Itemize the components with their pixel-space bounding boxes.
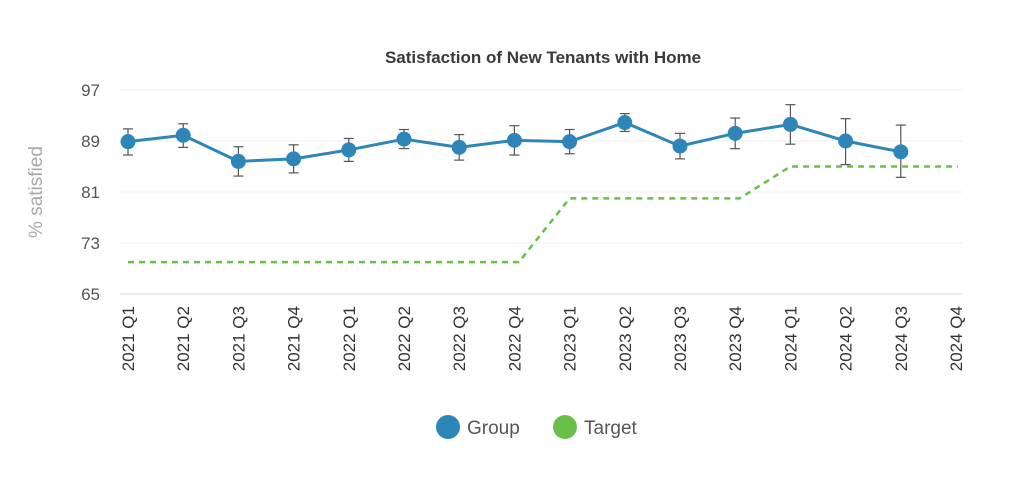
y-tick-label: 65 (81, 285, 100, 304)
x-tick-label: 2023 Q3 (671, 306, 690, 371)
group-point (727, 125, 743, 141)
x-tick-label: 2022 Q4 (505, 306, 524, 371)
legend-swatch-target (553, 415, 577, 439)
group-point (506, 132, 522, 148)
legend-label-group: Group (467, 418, 520, 439)
x-tick-label: 2021 Q2 (174, 306, 193, 371)
series-layer (120, 104, 958, 264)
y-tick-label: 73 (81, 234, 100, 253)
group-point (396, 131, 412, 147)
group-point (120, 134, 136, 150)
x-tick-label: 2023 Q4 (726, 306, 745, 371)
target-line (128, 165, 958, 264)
x-tick-label: 2022 Q1 (340, 306, 359, 371)
y-tick-label: 89 (81, 132, 100, 151)
legend-swatch-group (436, 415, 460, 439)
group-point (175, 127, 191, 143)
gridlines (120, 89, 962, 295)
x-tick-label: 2022 Q3 (450, 306, 469, 371)
legend-label-target: Target (584, 418, 638, 439)
y-tick-labels: 97 89 81 73 65 (81, 81, 100, 304)
y-tick-label: 97 (81, 81, 100, 100)
group-point (286, 151, 302, 167)
x-tick-label: 2023 Q1 (561, 306, 580, 371)
group-point (617, 115, 633, 131)
x-tick-label: 2024 Q2 (837, 306, 856, 371)
group-point (230, 153, 246, 169)
group-point (782, 116, 798, 132)
chart-title: Satisfaction of New Tenants with Home (385, 48, 701, 67)
group-point (451, 139, 467, 155)
x-tick-label: 2023 Q2 (616, 306, 635, 371)
x-tick-label: 2024 Q1 (781, 306, 800, 371)
x-tick-label: 2021 Q1 (119, 306, 138, 371)
legend: Group Target (436, 415, 638, 439)
x-tick-labels: 2021 Q1 2021 Q2 2021 Q3 2021 Q4 2022 Q1 2022 … (119, 306, 966, 371)
x-tick-label: 2024 Q3 (892, 306, 911, 371)
x-tick-label: 2022 Q2 (395, 306, 414, 371)
x-tick-label: 2021 Q3 (229, 306, 248, 371)
x-tick-label: 2021 Q4 (285, 306, 304, 371)
group-point (893, 144, 909, 160)
group-point (562, 134, 578, 150)
x-tick-label: 2024 Q4 (947, 306, 966, 371)
y-axis-label: % satisfied (26, 146, 47, 238)
y-tick-label: 81 (81, 183, 100, 202)
group-point (672, 138, 688, 154)
group-point (341, 142, 357, 158)
group-point (838, 133, 854, 149)
